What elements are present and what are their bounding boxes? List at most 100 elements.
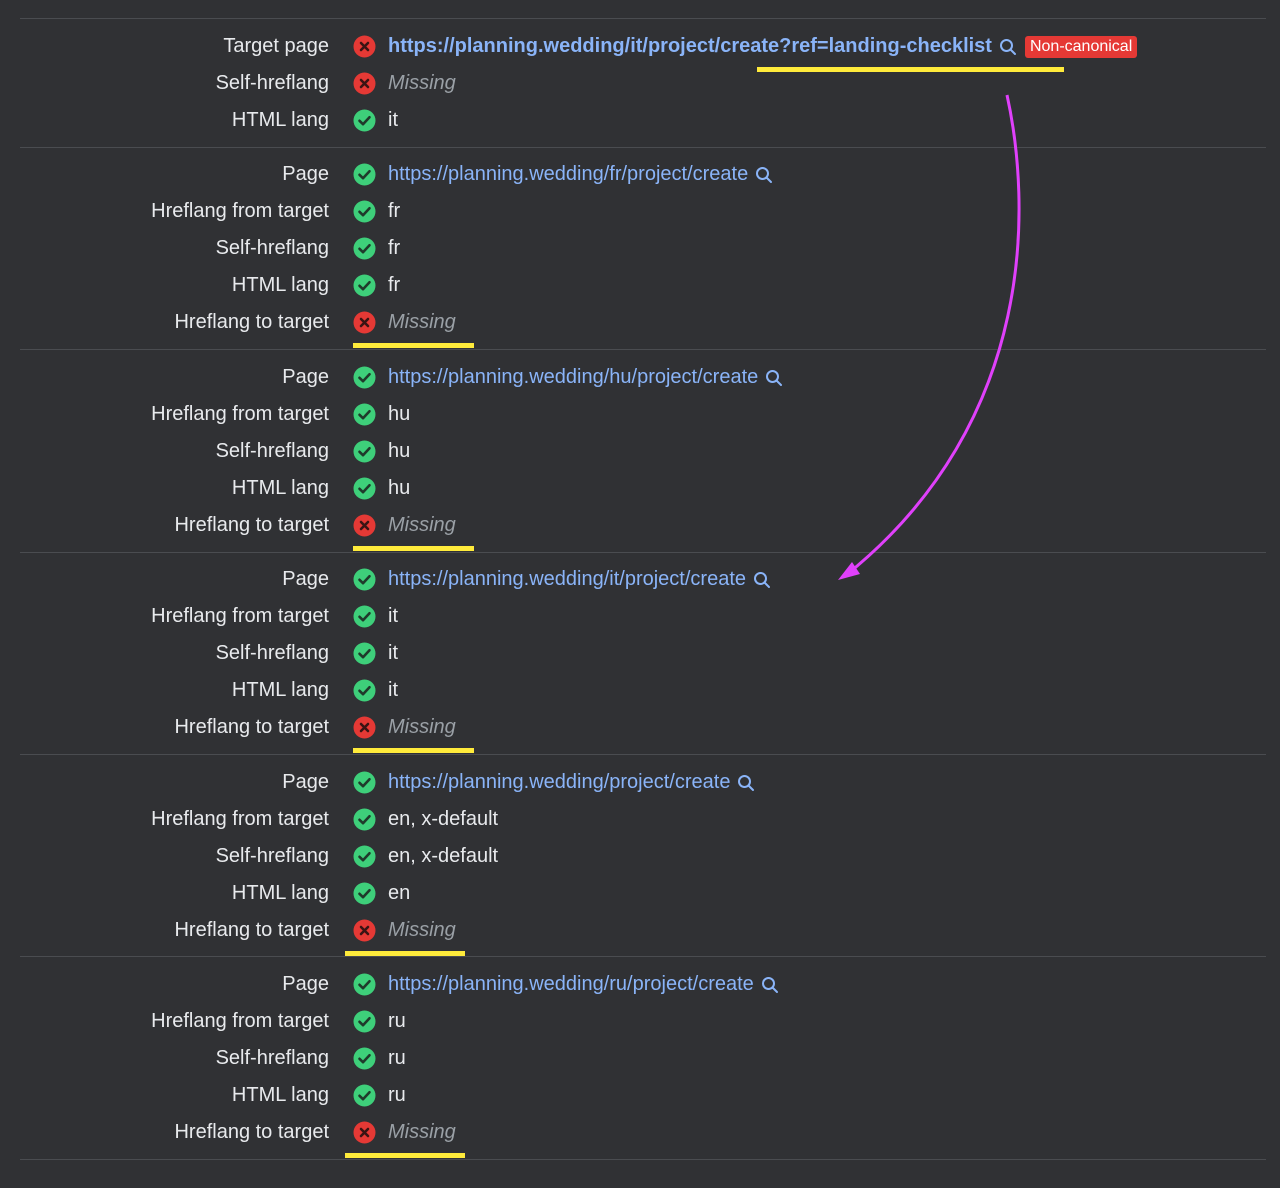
row-value: it [388, 598, 398, 635]
row-label: Hreflang to target [174, 311, 329, 333]
row-label: Hreflang from target [151, 605, 329, 627]
check-icon [353, 440, 376, 463]
row-value: https://planning.wedding/it/project/crea… [388, 28, 1138, 65]
row-hreflang-from-target: Hreflang from target it [0, 598, 1280, 635]
search-icon[interactable] [761, 976, 779, 994]
row-html-lang: HTML lang it [0, 672, 1280, 709]
page-url-link[interactable]: https://planning.wedding/fr/project/crea… [388, 163, 749, 185]
row-value: Missing [388, 1114, 456, 1151]
check-icon [353, 845, 376, 868]
highlight-underline [757, 67, 1064, 72]
search-icon[interactable] [737, 774, 755, 792]
highlight-underline [353, 343, 474, 348]
page-url-link[interactable]: https://planning.wedding/it/project/crea… [388, 568, 746, 590]
row-hreflang-to-target: Hreflang to target Missing [0, 709, 1280, 746]
row-value: ru [388, 1003, 406, 1040]
row-value: it [388, 635, 398, 672]
row-value: https://planning.wedding/hu/project/crea… [388, 359, 783, 396]
check-icon [353, 568, 376, 591]
row-html-lang: HTML lang ru [0, 1077, 1280, 1114]
missing-value: Missing [388, 72, 456, 94]
row-label: Self-hreflang [215, 1047, 329, 1069]
row-html-lang: HTML lang it [0, 102, 1280, 139]
row-page: Page https://planning.wedding/project/cre… [0, 764, 1280, 801]
error-icon [353, 514, 376, 537]
check-icon [353, 1010, 376, 1033]
page-url-link[interactable]: https://planning.wedding/ru/project/crea… [388, 973, 754, 995]
row-value: Missing [388, 304, 456, 341]
page-url-link[interactable]: https://planning.wedding/it/project/crea… [388, 35, 992, 57]
row-value-text: en, x-default [388, 845, 499, 867]
row-label: Hreflang from target [151, 1010, 329, 1032]
check-icon [353, 200, 376, 223]
row-value: fr [388, 267, 400, 304]
row-label: HTML lang [231, 109, 329, 131]
check-icon [353, 237, 376, 260]
row-label: Page [282, 771, 329, 793]
search-icon[interactable] [753, 571, 771, 589]
row-html-lang: HTML lang en [0, 875, 1280, 912]
row-self-hreflang: Self-hreflang Missing [0, 65, 1280, 102]
search-icon[interactable] [755, 166, 773, 184]
section-divider [20, 956, 1266, 957]
row-hreflang-from-target: Hreflang from target hu [0, 396, 1280, 433]
row-value-text: hu [388, 477, 411, 499]
row-value-text: hu [388, 403, 411, 425]
check-icon [353, 973, 376, 996]
row-label: Hreflang from target [151, 808, 329, 830]
section-divider [20, 349, 1266, 350]
row-value-text: it [388, 109, 398, 131]
row-hreflang-to-target: Hreflang to target Missing [0, 304, 1280, 341]
missing-value: Missing [388, 716, 456, 738]
row-value: it [388, 672, 398, 709]
section-divider [20, 18, 1266, 19]
missing-value: Missing [388, 514, 456, 536]
highlight-underline [353, 748, 474, 753]
row-label: Hreflang to target [174, 514, 329, 536]
row-value: https://planning.wedding/fr/project/crea… [388, 156, 773, 193]
row-value-text: it [388, 679, 398, 701]
row-hreflang-from-target: Hreflang from target en, x-default [0, 801, 1280, 838]
check-icon [353, 477, 376, 500]
missing-value: Missing [388, 1121, 456, 1143]
page-url-link[interactable]: https://planning.wedding/hu/project/crea… [388, 366, 759, 388]
error-icon [353, 72, 376, 95]
row-value-text: en [388, 882, 411, 904]
row-hreflang-to-target: Hreflang to target Missing [0, 507, 1280, 544]
row-label: Page [282, 163, 329, 185]
row-hreflang-to-target: Hreflang to target Missing [0, 1114, 1280, 1151]
row-self-hreflang: Self-hreflang ru [0, 1040, 1280, 1077]
row-value: en, x-default [388, 838, 498, 875]
check-icon [353, 109, 376, 132]
check-icon [353, 403, 376, 426]
row-value: hu [388, 470, 410, 507]
row-label: Self-hreflang [215, 642, 329, 664]
row-label: Self-hreflang [215, 440, 329, 462]
row-value-text: it [388, 642, 398, 664]
row-page: Page https://planning.wedding/fr/project/… [0, 156, 1280, 193]
highlight-underline [345, 951, 465, 956]
row-label: Hreflang to target [174, 1121, 329, 1143]
row-label: HTML lang [231, 882, 329, 904]
search-icon[interactable] [999, 38, 1017, 56]
row-value-text: fr [388, 200, 401, 222]
row-value: https://planning.wedding/project/create [388, 764, 755, 801]
check-icon [353, 163, 376, 186]
row-html-lang: HTML lang fr [0, 267, 1280, 304]
section-divider [20, 147, 1266, 148]
row-label: Page [282, 568, 329, 590]
search-icon[interactable] [765, 369, 783, 387]
row-value-text: ru [388, 1084, 406, 1106]
error-icon [353, 1121, 376, 1144]
row-label: Page [282, 973, 329, 995]
row-label: Self-hreflang [215, 237, 329, 259]
highlight-underline [345, 1153, 465, 1158]
row-label: Hreflang from target [151, 200, 329, 222]
row-hreflang-from-target: Hreflang from target ru [0, 1003, 1280, 1040]
highlight-underline [353, 546, 474, 551]
error-icon [353, 919, 376, 942]
row-value: Missing [388, 507, 456, 544]
row-value-text: ru [388, 1047, 406, 1069]
page-url-link[interactable]: https://planning.wedding/project/create [388, 771, 731, 793]
non-canonical-badge: Non-canonical [1024, 35, 1138, 58]
